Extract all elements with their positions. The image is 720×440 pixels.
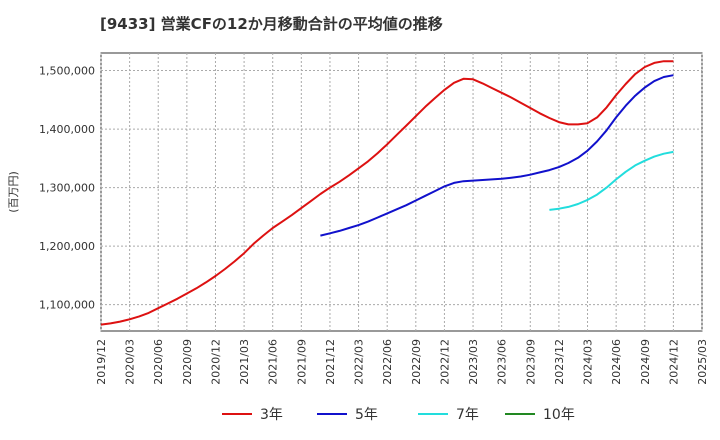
- plot-area: [100, 52, 703, 332]
- x-tick-label: 2020/09: [181, 339, 194, 385]
- x-tick-label: 2022/03: [353, 339, 366, 385]
- x-tick-label: 2024/03: [582, 339, 595, 385]
- y-tick-label: 1,500,000: [39, 65, 95, 78]
- legend: 3年 5年 7年 10年: [222, 407, 575, 423]
- y-axis: 1,100,000 1,200,000 1,300,000 1,400,000 1,50…: [39, 65, 95, 312]
- y-axis-label: (百万円): [7, 171, 20, 213]
- y-tick-label: 1,200,000: [39, 240, 95, 253]
- x-tick-label: 2021/03: [238, 339, 251, 385]
- y-tick-label: 1,400,000: [39, 123, 95, 136]
- x-tick-label: 2021/09: [295, 339, 308, 385]
- x-tick-label: 2020/12: [209, 339, 222, 385]
- grid: [100, 53, 703, 331]
- x-tick-label: 2019/12: [95, 339, 108, 385]
- x-tick-label: 2023/06: [496, 339, 509, 385]
- legend-label: 3年: [260, 407, 283, 423]
- x-tick-label: 2022/09: [410, 339, 423, 385]
- x-axis: 2019/12 2020/03 2020/06 2020/09 2020/12 2021/…: [95, 339, 709, 385]
- x-tick-label: 2024/09: [639, 339, 652, 385]
- y-tick-label: 1,100,000: [39, 299, 95, 312]
- legend-label: 10年: [543, 407, 575, 423]
- x-tick-label: 2023/03: [467, 339, 480, 385]
- series-line-7年: [549, 150, 674, 211]
- series-line-5年: [320, 74, 674, 237]
- x-tick-label: 2023/09: [524, 339, 537, 385]
- x-tick-label: 2021/06: [267, 339, 280, 385]
- x-tick-label: 2022/12: [438, 339, 451, 385]
- x-tick-label: 2022/06: [381, 339, 394, 385]
- x-tick-label: 2020/06: [152, 339, 165, 385]
- y-tick-label: 1,300,000: [39, 182, 95, 195]
- x-tick-label: 2023/12: [553, 339, 566, 385]
- legend-label: 7年: [456, 407, 479, 423]
- x-tick-label: 2025/03: [696, 339, 709, 385]
- x-tick-label: 2021/12: [324, 339, 337, 385]
- x-tick-label: 2024/12: [667, 339, 680, 385]
- series-line-3年: [100, 60, 674, 326]
- x-tick-label: 2024/06: [610, 339, 623, 385]
- chart-title: [9433] 営業CFの12か月移動合計の平均値の推移: [100, 15, 443, 33]
- series-lines: [100, 60, 674, 326]
- x-tick-label: 2020/03: [124, 339, 137, 385]
- legend-label: 5年: [355, 407, 378, 423]
